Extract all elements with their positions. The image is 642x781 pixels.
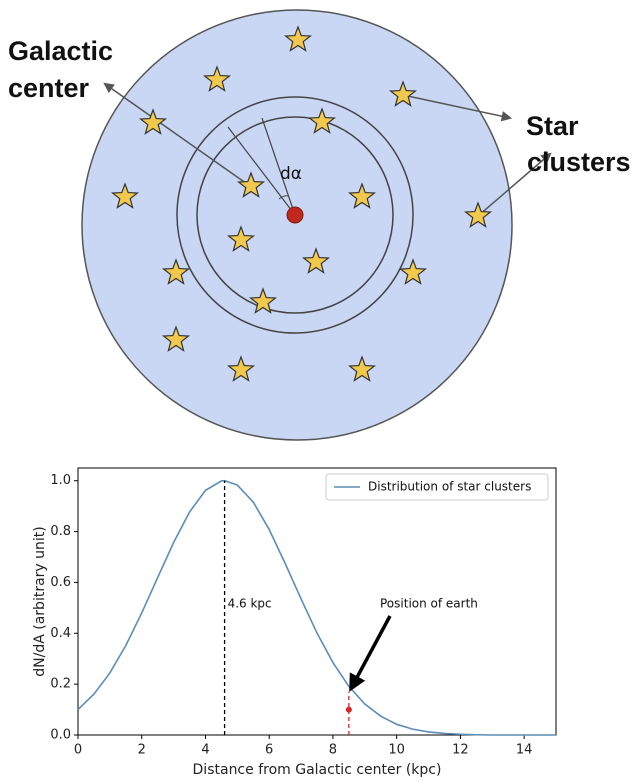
page: {"diagram": {"galactic_label": ["Galacti… xyxy=(0,0,642,781)
x-tick-label: 4 xyxy=(201,743,209,758)
figure: Galactic center Star clusters dα 0 2 4 6 8 10… xyxy=(0,0,642,781)
label: Galactic xyxy=(8,36,113,66)
series-line xyxy=(78,481,556,735)
annotation: Position of earth xyxy=(380,597,478,611)
x-tick-label: 14 xyxy=(516,743,533,758)
annotation-arrow xyxy=(351,616,390,689)
x-axis-label: Distance from Galactic center (kpc) xyxy=(193,762,442,778)
legend-label: Distribution of star clusters xyxy=(368,480,531,494)
galaxy-disk xyxy=(82,10,512,440)
label: center xyxy=(8,73,90,103)
x-tick-label: 0 xyxy=(74,743,82,758)
galaxy-diagram: Galactic center Star clusters dα xyxy=(8,10,631,440)
label: clusters xyxy=(527,147,631,177)
chart: 0 2 4 6 8 10 12 14 0.0 0.2 0.4 0.6 0.8 1.0 Distance fr… xyxy=(32,468,556,778)
x-tick-label: 2 xyxy=(138,743,146,758)
y-tick-label: 0.4 xyxy=(50,626,71,641)
y-tick-label: 0.6 xyxy=(50,575,71,590)
x-tick-label: 6 xyxy=(265,743,273,758)
y-tick-label: 0.2 xyxy=(50,677,71,692)
plot-frame xyxy=(78,468,556,735)
label: Star xyxy=(526,111,579,141)
y-tick-label: 1.0 xyxy=(50,473,71,488)
angle-label: dα xyxy=(280,164,302,184)
y-tick-label: 0.8 xyxy=(50,524,71,539)
galactic-center xyxy=(287,207,303,223)
x-tick-label: 8 xyxy=(329,743,337,758)
y-tick-label: 0.0 xyxy=(50,728,71,743)
annotation: 4.6 kpc xyxy=(228,597,272,611)
x-tick-label: 12 xyxy=(452,743,469,758)
earth-point xyxy=(346,707,352,713)
y-axis-label: dN/dA (arbitrary unit) xyxy=(32,526,48,676)
x-tick-label: 10 xyxy=(388,743,405,758)
